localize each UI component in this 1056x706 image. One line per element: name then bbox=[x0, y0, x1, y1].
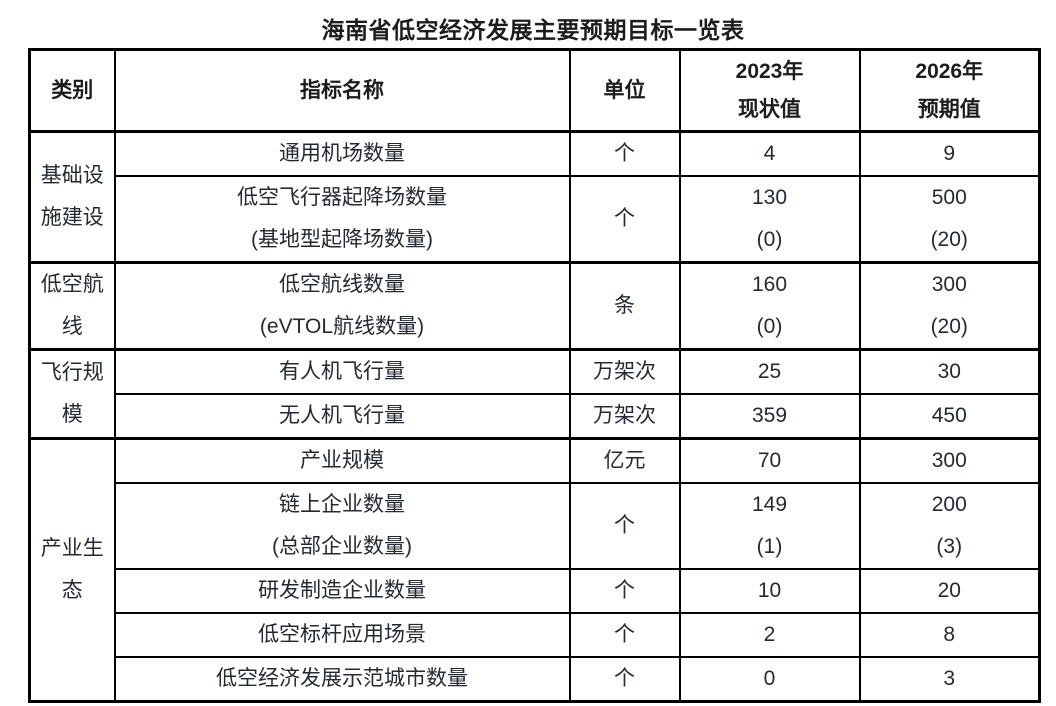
value-2023-cell: 70 bbox=[678, 437, 861, 484]
value-2023-cell: 149 (1) bbox=[678, 482, 861, 570]
value-2023-cell: 10 bbox=[678, 568, 861, 614]
value-2026-cell: 8 bbox=[858, 612, 1041, 658]
category-cell-flight-scale: 飞行规 模 bbox=[28, 348, 116, 440]
value-2023-cell: 160 (0) bbox=[678, 261, 861, 351]
unit-cell: 个 bbox=[568, 482, 681, 570]
value-2023-cell: 25 bbox=[678, 348, 861, 395]
indicator-cell: 有人机飞行量 bbox=[113, 348, 571, 395]
indicator-cell: 通用机场数量 bbox=[113, 130, 571, 177]
unit-cell: 个 bbox=[568, 568, 681, 614]
value-2023-cell: 2 bbox=[678, 612, 861, 658]
value-2026-cell: 20 bbox=[858, 568, 1041, 614]
table-row: 飞行规 模 有人机飞行量 万架次 25 30 bbox=[28, 348, 1041, 440]
value-2023-cell: 359 bbox=[678, 393, 861, 440]
value-2026-cell: 9 bbox=[858, 130, 1041, 177]
value-2026-cell: 200 (3) bbox=[858, 482, 1041, 570]
table-row: 基础设 施建设 通用机场数量 个 4 9 bbox=[28, 130, 1041, 264]
unit-cell: 亿元 bbox=[568, 437, 681, 484]
table-row: 链上企业数量 (总部企业数量) 个 149 (1) 200 (3) bbox=[30, 482, 1041, 570]
value-2026-cell: 30 bbox=[858, 348, 1041, 395]
unit-cell: 万架次 bbox=[568, 348, 681, 395]
indicator-cell: 低空航线数量 (eVTOL航线数量) bbox=[113, 261, 571, 351]
value-2023-cell: 130 (0) bbox=[678, 175, 861, 264]
table-row: 低空飞行器起降场数量 (基地型起降场数量) 个 130 (0) 500 (20) bbox=[30, 175, 1041, 264]
page-title: 海南省低空经济发展主要预期目标一览表 bbox=[321, 17, 745, 43]
col-header-2026-value: 2026年 预期值 bbox=[858, 48, 1041, 133]
indicator-cell: 链上企业数量 (总部企业数量) bbox=[113, 482, 571, 570]
category-cell-industry-ecosystem: 产业生 态 bbox=[28, 437, 116, 703]
unit-cell: 个 bbox=[568, 612, 681, 658]
indicator-cell: 研发制造企业数量 bbox=[113, 568, 571, 614]
col-header-indicator: 指标名称 bbox=[113, 48, 571, 133]
table-row: 研发制造企业数量 个 10 20 bbox=[30, 568, 1041, 614]
value-2023-cell: 0 bbox=[678, 656, 861, 703]
unit-cell: 个 bbox=[568, 656, 681, 703]
value-2026-cell: 300 bbox=[858, 437, 1041, 484]
table-row: 低空标杆应用场景 个 2 8 bbox=[30, 612, 1041, 658]
category-cell-infrastructure: 基础设 施建设 bbox=[28, 130, 116, 264]
indicator-cell: 产业规模 bbox=[113, 437, 571, 484]
indicator-cell: 低空飞行器起降场数量 (基地型起降场数量) bbox=[113, 175, 571, 264]
unit-cell: 万架次 bbox=[568, 393, 681, 440]
col-header-2023-value: 2023年 现状值 bbox=[678, 48, 861, 133]
table-row: 无人机飞行量 万架次 359 450 bbox=[30, 393, 1041, 440]
header-row: 类别 指标名称 单位 2023年 现状值 2026年 预期值 bbox=[28, 48, 1041, 133]
targets-table: 类别 指标名称 单位 2023年 现状值 2026年 预期值 基础设 施建设 通… bbox=[28, 48, 1041, 703]
col-header-unit: 单位 bbox=[568, 48, 681, 133]
unit-cell: 个 bbox=[568, 175, 681, 264]
value-2026-cell: 300 (20) bbox=[858, 261, 1041, 351]
indicator-cell: 低空标杆应用场景 bbox=[113, 612, 571, 658]
value-2023-cell: 4 bbox=[678, 130, 861, 177]
unit-cell: 条 bbox=[568, 261, 681, 351]
unit-cell: 个 bbox=[568, 130, 681, 177]
indicator-cell: 无人机飞行量 bbox=[113, 393, 571, 440]
category-cell-air-routes: 低空航 线 bbox=[28, 261, 116, 351]
value-2026-cell: 450 bbox=[858, 393, 1041, 440]
value-2026-cell: 3 bbox=[858, 656, 1041, 703]
indicator-cell: 低空经济发展示范城市数量 bbox=[113, 656, 571, 703]
value-2026-cell: 500 (20) bbox=[858, 175, 1041, 264]
table-row: 产业生 态 产业规模 亿元 70 300 bbox=[28, 437, 1041, 703]
col-header-category: 类别 bbox=[28, 48, 116, 133]
table-row: 低空航 线 低空航线数量 (eVTOL航线数量) 条 160 (0) 300 (… bbox=[28, 261, 1041, 351]
table-row: 低空经济发展示范城市数量 个 0 3 bbox=[30, 656, 1041, 703]
